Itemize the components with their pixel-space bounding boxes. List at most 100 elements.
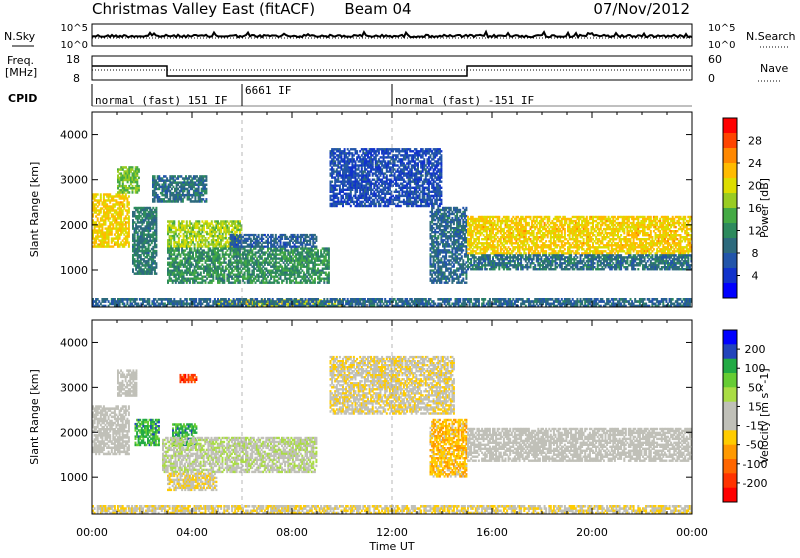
nave-tick-top: 60: [708, 53, 722, 66]
heatmap-cell: [328, 257, 330, 259]
heatmap-cell: [128, 195, 130, 197]
heatmap-cell: [244, 282, 246, 284]
heatmap-cell: [247, 240, 249, 242]
station-title: Christmas Valley East (fitACF): [92, 0, 315, 18]
nsky-tick-top: 10^5: [61, 23, 88, 34]
heatmap-cell: [328, 268, 330, 270]
heatmap-cell: [267, 246, 269, 248]
heatmap-cell: [155, 240, 157, 243]
heatmap-cell: [155, 246, 157, 249]
heatmap-cell: [261, 257, 263, 259]
nsearch-label: N.Search: [746, 30, 796, 43]
heatmap-cell: [361, 168, 363, 170]
heatmap-cell: [205, 200, 207, 203]
freq-unit: [MHz]: [5, 66, 37, 79]
heatmap-cell: [314, 282, 316, 284]
heatmap-cell: [128, 191, 130, 194]
heatmap-cell: [180, 235, 182, 238]
heatmap-cell: [128, 245, 130, 247]
nave-label: Nave: [760, 62, 788, 75]
heatmap-cell: [205, 282, 207, 284]
cpid-label: CPID: [8, 92, 37, 105]
heatmap-cell: [205, 179, 207, 182]
heatmap-cell: [128, 225, 130, 227]
heatmap-cell: [298, 246, 300, 248]
heatmap-cell: [328, 282, 330, 284]
heatmap-cell: [422, 170, 424, 172]
cpid-segment-label: normal (fast) -151 IF: [395, 94, 534, 107]
heatmap-cell: [428, 205, 430, 207]
heatmap-cell: [358, 168, 360, 170]
heatmap-cell: [276, 244, 278, 246]
heatmap-cell: [422, 174, 424, 176]
heatmap-cell: [180, 255, 182, 257]
heatmap-cell: [394, 168, 396, 170]
heatmap-cell: [375, 158, 377, 160]
heatmap-cell: [353, 158, 355, 160]
nsearch-tick-top: 10^5: [708, 23, 735, 34]
heatmap-cell: [367, 193, 369, 195]
heatmap-cell: [333, 168, 335, 170]
heatmap-cell: [409, 185, 411, 187]
heatmap-cell: [286, 246, 288, 248]
heatmap-cell: [138, 189, 140, 192]
cpid-segment-label: 6661 IF: [245, 84, 291, 97]
heatmap-cell: [239, 282, 241, 284]
nsky-label: N.Sky: [4, 30, 36, 43]
heatmap-cell: [240, 229, 242, 232]
heatmap-cell: [125, 225, 127, 227]
heatmap-cell: [286, 282, 288, 284]
heatmap-cell: [212, 280, 214, 282]
heatmap-cell: [400, 205, 402, 207]
nsky-panel: N.Sky 10^5 10^0 10^5 10^0 N.Search: [4, 23, 796, 51]
heatmap-cell: [111, 233, 113, 235]
nsky-trace: [92, 32, 692, 37]
heatmap-cell: [138, 170, 140, 173]
heatmap-cell: [100, 211, 102, 213]
heatmap-cell: [350, 193, 352, 195]
heatmap-cell: [309, 244, 311, 246]
heatmap-cell: [325, 257, 327, 259]
heatmap-cell: [275, 246, 277, 248]
heatmap-cell: [155, 272, 157, 275]
heatmap-cell: [155, 266, 157, 269]
heatmap-cell: [350, 205, 352, 207]
heatmap-cell: [331, 181, 333, 183]
heatmap-cell: [205, 184, 207, 187]
heatmap-cell: [342, 205, 344, 207]
heatmap-cell: [105, 223, 107, 225]
heatmap-cell: [417, 168, 419, 170]
heatmap-cell: [380, 205, 382, 207]
heatmap-cell: [398, 193, 400, 195]
heatmap-cell: [128, 211, 130, 213]
freq-tick-bottom: 8: [73, 72, 80, 85]
heatmap-cell: [112, 225, 114, 227]
heatmap-cell: [128, 203, 130, 205]
beam-label: Beam 04: [344, 0, 411, 18]
heatmap-cell: [262, 238, 264, 240]
heatmap-cell: [315, 238, 317, 240]
heatmap-cell: [289, 244, 291, 246]
heatmap-cell: [344, 150, 346, 152]
heatmap-cell: [315, 246, 317, 248]
heatmap-cell: [278, 282, 280, 284]
heatmap-cell: [323, 282, 325, 284]
heatmap-cell: [370, 205, 372, 207]
heatmap-cell: [280, 244, 282, 246]
freq-tick-top: 18: [66, 53, 80, 66]
heatmap-cell: [315, 240, 317, 242]
heatmap-cell: [247, 257, 249, 259]
heatmap-cell: [176, 257, 178, 259]
heatmap-cell: [230, 246, 232, 248]
heatmap-cell: [394, 203, 396, 205]
heatmap-cell: [119, 237, 121, 239]
heatmap-cell: [386, 176, 388, 178]
heatmap-cell: [201, 260, 203, 262]
heatmap-cell: [281, 238, 283, 240]
heatmap-cell: [225, 257, 227, 259]
heatmap-cell: [408, 205, 410, 207]
heatmap-cell: [408, 158, 410, 160]
